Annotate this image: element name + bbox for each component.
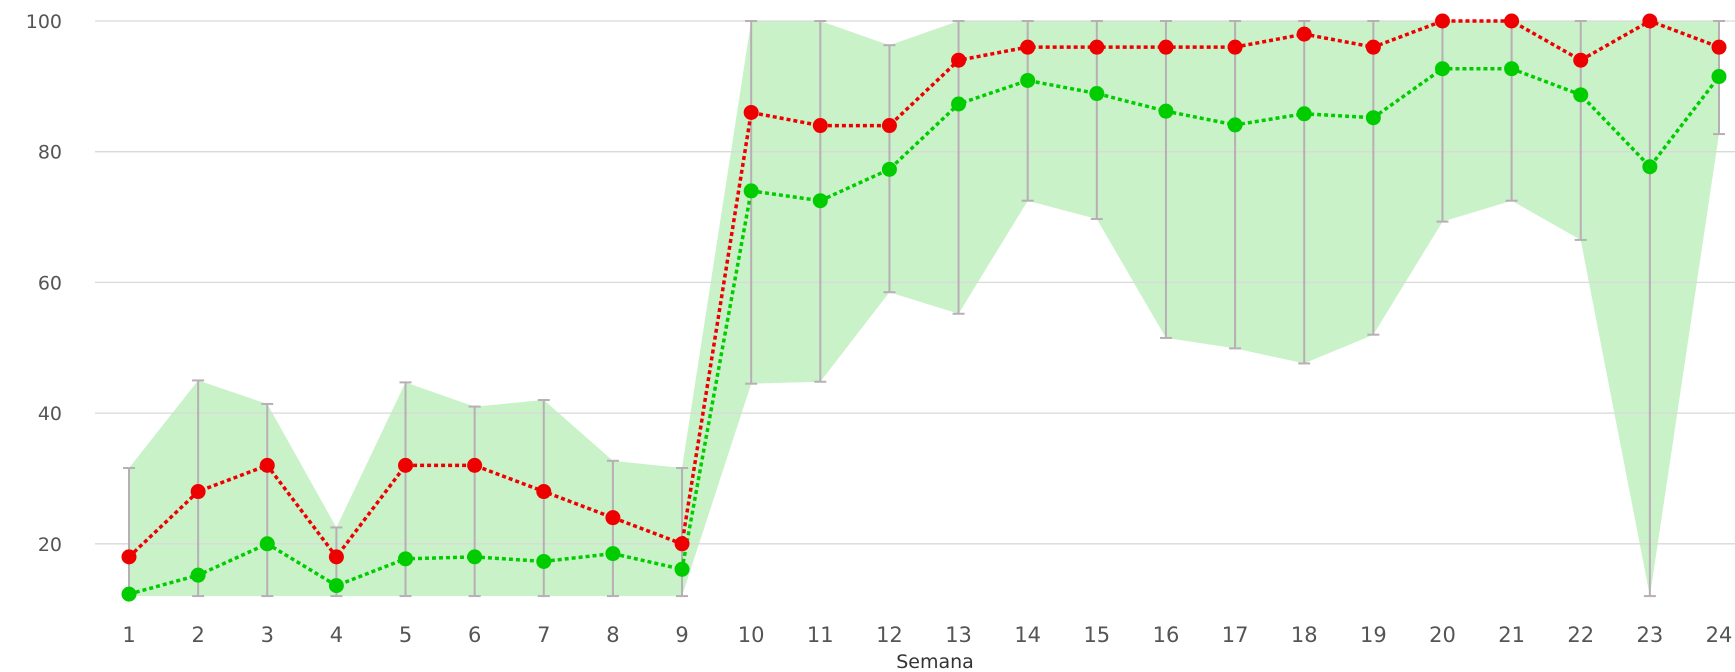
series-line-red [127, 19, 1720, 559]
data-point-red [328, 549, 344, 565]
data-point-green [812, 193, 828, 209]
data-point-red [605, 510, 621, 526]
data-point-green [605, 546, 621, 562]
data-point-red [536, 484, 552, 500]
x-tick-label: 9 [675, 623, 688, 647]
data-point-red [1020, 39, 1036, 55]
data-point-green [674, 561, 690, 577]
data-point-green [951, 96, 967, 112]
data-point-green [259, 536, 275, 552]
data-point-green [1504, 61, 1520, 77]
data-point-green [1089, 86, 1105, 102]
y-axis-ticks: 20 40 60 80 100 [26, 11, 62, 556]
y-tick-label: 100 [26, 11, 62, 33]
x-tick-label: 24 [1706, 623, 1733, 647]
data-point-red [1089, 39, 1105, 55]
x-tick-label: 21 [1498, 623, 1525, 647]
series-line-green [128, 66, 1721, 596]
data-point-red [881, 118, 897, 134]
x-tick-label: 4 [330, 623, 343, 647]
data-point-red [1296, 26, 1312, 42]
x-axis-ticks: 1 2 3 4 5 6 7 8 9 10 11 12 13 14 15 16 17 18 19 20 21 22 23 24 [122, 623, 1732, 647]
data-point-red [398, 457, 414, 473]
data-point-red [951, 52, 967, 68]
x-tick-label: 6 [468, 623, 481, 647]
data-point-red [121, 549, 137, 565]
x-tick-label: 23 [1636, 623, 1663, 647]
x-tick-label: 17 [1222, 623, 1249, 647]
data-point-red [467, 457, 483, 473]
x-tick-label: 16 [1153, 623, 1180, 647]
y-tick-label: 60 [38, 272, 62, 294]
data-point-red [1434, 13, 1450, 29]
x-tick-label: 8 [606, 623, 619, 647]
data-point-red [1504, 13, 1520, 29]
x-tick-label: 15 [1083, 623, 1110, 647]
data-point-green [467, 549, 483, 565]
data-point-green [398, 551, 414, 567]
series-lines [127, 19, 1721, 596]
x-tick-label: 10 [738, 623, 765, 647]
data-point-green [881, 161, 897, 177]
data-point-green [1296, 106, 1312, 122]
data-point-green [1365, 110, 1381, 126]
x-tick-label: 2 [191, 623, 204, 647]
data-point-red [1365, 39, 1381, 55]
data-point-red [812, 118, 828, 134]
gridlines [95, 20, 1735, 545]
x-tick-label: 5 [399, 623, 412, 647]
data-point-green [121, 586, 137, 602]
x-tick-label: 1 [122, 623, 135, 647]
confidence-band-layer [129, 21, 1719, 597]
data-point-red [259, 457, 275, 473]
data-point-green [190, 567, 206, 583]
data-point-red [1227, 39, 1243, 55]
x-tick-label: 3 [261, 623, 274, 647]
data-point-green [536, 553, 552, 569]
x-tick-label: 19 [1360, 623, 1387, 647]
data-point-green [1227, 117, 1243, 133]
x-axis-label: Semana [896, 651, 974, 672]
y-tick-label: 40 [38, 403, 62, 425]
y-tick-label: 20 [38, 534, 62, 556]
data-point-red [1573, 52, 1589, 68]
series-points [121, 13, 1727, 602]
data-point-green [1434, 61, 1450, 77]
x-tick-label: 18 [1291, 623, 1318, 647]
y-tick-label: 80 [38, 142, 62, 164]
x-tick-label: 7 [537, 623, 550, 647]
data-point-green [1158, 103, 1174, 119]
data-point-red [1711, 39, 1727, 55]
data-point-green [743, 183, 759, 199]
data-point-red [1158, 39, 1174, 55]
data-point-green [1642, 159, 1658, 175]
data-point-green [328, 578, 344, 594]
data-point-red [743, 104, 759, 120]
x-tick-label: 14 [1014, 623, 1041, 647]
confidence-band [129, 21, 1719, 597]
x-tick-label: 13 [945, 623, 972, 647]
data-point-green [1020, 72, 1036, 88]
data-point-red [190, 484, 206, 500]
data-point-green [1711, 69, 1727, 85]
data-point-green [1573, 87, 1589, 103]
x-tick-label: 12 [876, 623, 903, 647]
x-tick-label: 20 [1429, 623, 1456, 647]
x-tick-label: 22 [1567, 623, 1594, 647]
x-tick-label: 11 [807, 623, 834, 647]
data-point-red [1642, 13, 1658, 29]
data-point-red [674, 536, 690, 552]
